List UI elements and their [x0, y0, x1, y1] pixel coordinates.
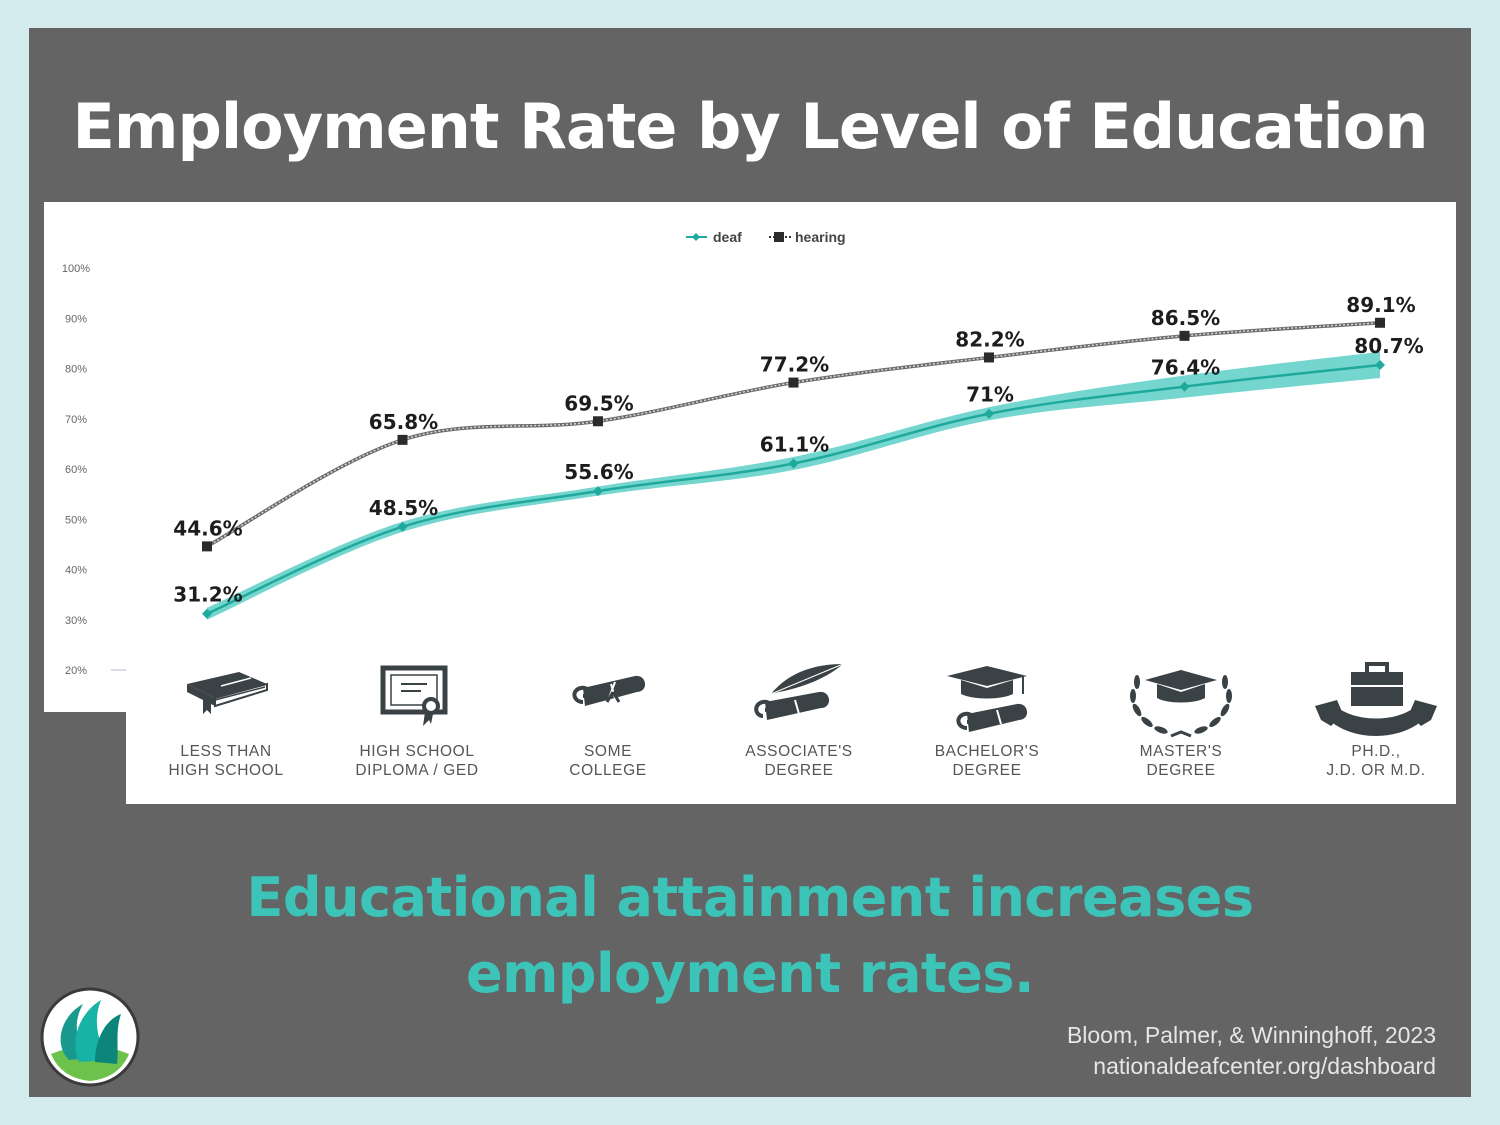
scroll-icon	[523, 662, 693, 734]
category-block: MASTER'S DEGREE	[1096, 662, 1266, 780]
category-block: BACHELOR'S DEGREE	[902, 662, 1072, 780]
hearing-data-label: 86.5%	[1151, 306, 1220, 330]
legend-deaf-marker	[692, 233, 700, 241]
hearing-point	[1179, 330, 1190, 341]
deaf-point	[1375, 359, 1385, 370]
graduation-cap-scroll-icon	[902, 662, 1072, 734]
hearing-data-label: 65.8%	[369, 410, 438, 434]
source-url[interactable]: nationaldeafcenter.org/dashboard	[1093, 1053, 1436, 1079]
category-block: LESS THAN HIGH SCHOOL	[141, 662, 311, 780]
chart-panel	[44, 202, 1456, 712]
hearing-point	[397, 434, 408, 445]
quill-scroll-icon	[714, 662, 884, 734]
slide: Employment Rate by Level of Education LE…	[29, 28, 1471, 1097]
y-tick-label: 90%	[65, 313, 87, 325]
hearing-point	[788, 377, 799, 388]
deaf-point	[788, 458, 799, 469]
hearing-data-label: 69.5%	[564, 391, 633, 415]
hearing-data-label: 44.6%	[173, 516, 242, 540]
y-tick-label: 100%	[62, 263, 90, 275]
deaf-confidence-band	[207, 351, 1380, 620]
citation: Bloom, Palmer, & Winninghoff, 2023	[1066, 1022, 1436, 1048]
category-label: HIGH SCHOOL DIPLOMA / GED	[355, 743, 479, 779]
hearing-point	[1375, 317, 1385, 328]
deaf-point	[984, 408, 994, 419]
y-tick-label: 20%	[65, 665, 87, 677]
diploma-certificate-icon	[332, 662, 502, 734]
category-icon-panel: LESS THAN HIGH SCHOOL HIGH SCHOOL DIPLOMA…	[126, 648, 1456, 804]
category-label: LESS THAN HIGH SCHOOL	[168, 743, 284, 779]
hearing-point	[202, 541, 212, 552]
deaf-point	[1179, 381, 1190, 392]
category-block: PH.D., J.D. OR M.D.	[1291, 662, 1461, 780]
hearing-point	[984, 352, 994, 363]
source-credit: Bloom, Palmer, & Winninghoff, 2023 natio…	[1067, 1020, 1436, 1082]
deaf-data-label: 55.6%	[564, 460, 633, 484]
y-tick-label: 40%	[65, 565, 87, 577]
category-label: SOME COLLEGE	[569, 743, 647, 779]
y-tick-label: 80%	[65, 364, 87, 376]
category-block: SOME COLLEGE	[523, 662, 693, 780]
legend-hearing-label: hearing	[795, 229, 846, 245]
deaf-point	[202, 608, 212, 619]
y-tick-label: 60%	[65, 464, 87, 476]
category-block: HIGH SCHOOL DIPLOMA / GED	[332, 662, 502, 780]
y-tick-label: 70%	[65, 414, 87, 426]
category-label: PH.D., J.D. OR M.D.	[1326, 743, 1426, 779]
deaf-data-label: 80.7%	[1354, 334, 1423, 358]
deaf-point	[593, 486, 603, 497]
category-label: MASTER'S DEGREE	[1139, 743, 1223, 779]
deaf-data-label: 76.4%	[1151, 356, 1220, 380]
deaf-data-label: 71%	[966, 383, 1014, 407]
slide-title: Employment Rate by Level of Education	[72, 90, 1429, 163]
deaf-data-label: 61.1%	[760, 432, 829, 456]
deaf-data-label: 31.2%	[173, 583, 242, 607]
deaf-line	[206, 363, 1381, 615]
hearing-point	[593, 416, 603, 427]
legend-hearing-marker	[774, 232, 784, 242]
y-tick-label: 30%	[65, 615, 87, 627]
laurel-cap-icon	[1096, 662, 1266, 738]
subtitle: Educational attainment increases employm…	[246, 866, 1254, 1005]
deaf-point	[397, 521, 408, 532]
line-chart: 20% 30% 40% 50% 60% 70% 80% 90% 100% 44.6% 65.8% 69…	[62, 229, 1424, 677]
hearing-data-label: 82.2%	[955, 327, 1024, 351]
y-tick-label: 50%	[65, 514, 87, 526]
category-label: BACHELOR'S DEGREE	[934, 743, 1040, 779]
book-icon	[141, 662, 311, 734]
deaf-data-label: 48.5%	[369, 496, 438, 520]
ndc-logo-icon	[40, 987, 140, 1087]
category-label: ASSOCIATE'S DEGREE	[745, 743, 853, 779]
hearing-data-label: 77.2%	[760, 353, 829, 377]
hearing-data-label: 89.1%	[1346, 293, 1415, 317]
briefcase-banner-icon	[1291, 662, 1461, 736]
legend-deaf-label: deaf	[713, 229, 742, 245]
category-block: ASSOCIATE'S DEGREE	[714, 662, 884, 780]
